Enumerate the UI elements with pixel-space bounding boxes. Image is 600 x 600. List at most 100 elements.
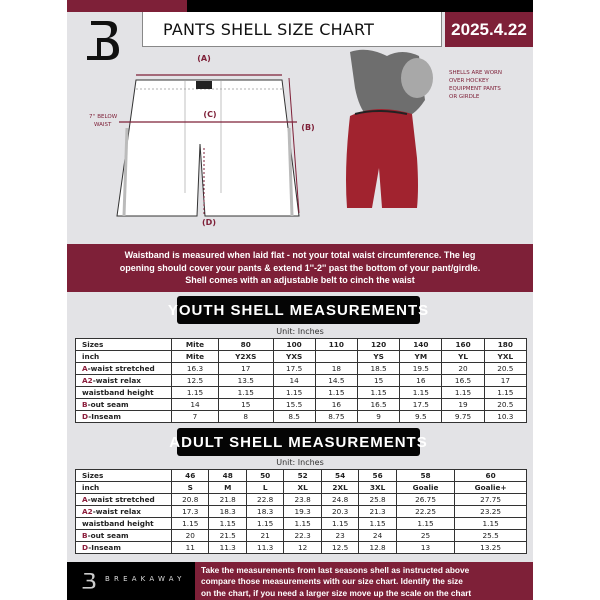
measure-name: waistband height bbox=[82, 518, 154, 528]
table-cell: YXL bbox=[483, 350, 528, 363]
label-d: (D) bbox=[202, 218, 216, 227]
row-label: inch bbox=[75, 350, 172, 363]
table-cell: 21.8 bbox=[208, 493, 247, 506]
table-cell: YL bbox=[441, 350, 485, 363]
measure-name: -Inseam bbox=[88, 411, 121, 421]
top-bar bbox=[187, 0, 533, 12]
table-cell: 110 bbox=[314, 338, 358, 351]
table-cell: 18.3 bbox=[245, 505, 285, 518]
table-cell: 1.15 bbox=[395, 517, 456, 530]
table-cell: 140 bbox=[399, 338, 443, 351]
label-b: (B) bbox=[301, 123, 314, 132]
shell-note-4: OR GIRDLE bbox=[449, 94, 480, 100]
table-row: Sizes 46 48 50 52 54 56 58 60 bbox=[75, 469, 527, 482]
table-cell: 11.3 bbox=[208, 541, 247, 554]
shell-note-2: OVER HOCKEY bbox=[449, 78, 489, 84]
table-cell: 26.75 bbox=[395, 493, 456, 506]
measure-name: -out seam bbox=[87, 399, 129, 409]
table-cell: 17 bbox=[483, 374, 528, 387]
title-box bbox=[142, 12, 442, 47]
table-cell: 17 bbox=[218, 362, 274, 375]
table-cell: YM bbox=[399, 350, 443, 363]
table-cell: 18.5 bbox=[356, 362, 401, 375]
table-cell: 180 bbox=[483, 338, 528, 351]
table-cell: 20 bbox=[441, 362, 485, 375]
table-cell: 17.5 bbox=[272, 362, 316, 375]
table-cell: 1.15 bbox=[399, 386, 443, 399]
table-cell bbox=[314, 350, 358, 363]
date-badge: 2025.4.22 bbox=[445, 12, 533, 47]
table-cell: 48 bbox=[208, 469, 247, 482]
row-label: A2-waist relax bbox=[75, 374, 172, 387]
info-band: Waistband is measured when laid flat - n… bbox=[67, 244, 533, 292]
measure-name: -waist relax bbox=[92, 375, 141, 385]
measure-name: waistband height bbox=[82, 387, 154, 397]
below-waist-note-2: WAIST bbox=[94, 122, 112, 128]
measure-name: Sizes bbox=[82, 339, 104, 349]
label-a: (A) bbox=[197, 54, 211, 63]
table-cell: 25.5 bbox=[454, 529, 527, 542]
table-cell: 1.15 bbox=[283, 517, 322, 530]
table-cell: 16 bbox=[314, 398, 358, 411]
table-cell: 100 bbox=[272, 338, 316, 351]
table-cell: 1.15 bbox=[272, 386, 316, 399]
table-row: A-waist stretched 20.8 21.8 22.8 23.8 24.8 25.… bbox=[75, 493, 527, 506]
breakaway-logo-icon bbox=[87, 21, 119, 60]
table-cell: 1.15 bbox=[170, 386, 220, 399]
table-cell: 7 bbox=[170, 410, 220, 423]
table-cell: Goalie+ bbox=[454, 481, 527, 494]
table-cell: 8 bbox=[218, 410, 274, 423]
table-cell: 9.5 bbox=[399, 410, 443, 423]
below-waist-note-1: 7'' BELOW bbox=[89, 114, 118, 120]
table-cell: 1.15 bbox=[218, 386, 274, 399]
table-cell: 1.15 bbox=[441, 386, 485, 399]
top-bar-accent bbox=[67, 0, 187, 12]
measure-name: inch bbox=[82, 482, 100, 492]
row-label: waistband height bbox=[75, 386, 172, 399]
table-cell: 21 bbox=[245, 529, 285, 542]
table-row: D-Inseam 7 8 8.5 8.75 9 9.5 9.75 10.3 bbox=[75, 410, 528, 423]
info-line: Shell comes with an adjustable belt to c… bbox=[185, 275, 415, 285]
table-cell: 13 bbox=[395, 541, 456, 554]
table-cell: 22.8 bbox=[245, 493, 285, 506]
row-label: inch bbox=[75, 481, 172, 494]
table-cell: 19 bbox=[441, 398, 485, 411]
table-cell: 1.15 bbox=[245, 517, 285, 530]
table-cell: 12.8 bbox=[358, 541, 397, 554]
table-cell: 13.25 bbox=[454, 541, 527, 554]
measure-letter: A2 bbox=[82, 375, 93, 385]
youth-size-table: Sizes Mite 80 100 110 120 140 160 180 inch Mite Y2X… bbox=[75, 338, 528, 423]
measure-letter: D bbox=[82, 411, 89, 421]
measure-letter: A bbox=[82, 363, 88, 373]
table-cell: XL bbox=[283, 481, 322, 494]
table-cell: M bbox=[208, 481, 247, 494]
table-cell: 14.5 bbox=[314, 374, 358, 387]
table-row: B-out seam 14 15 15.5 16 16.5 17.5 19 20.5 bbox=[75, 398, 528, 411]
hockey-pants-photo bbox=[346, 49, 433, 208]
table-row: D-Inseam 11 11.3 11.3 12 12.5 12.8 13 13.25 bbox=[75, 541, 527, 554]
table-row: B-out seam 20 21.5 21 22.3 23 24 25 25.5 bbox=[75, 529, 527, 542]
table-cell: Mite bbox=[170, 350, 220, 363]
measure-letter: B bbox=[82, 530, 88, 540]
instruction-line: compare those measurements with our size… bbox=[201, 576, 463, 587]
table-cell: 11 bbox=[170, 541, 210, 554]
info-line: Waistband is measured when laid flat - n… bbox=[124, 250, 476, 260]
table-cell: 3XL bbox=[358, 481, 397, 494]
table-cell: 50 bbox=[245, 469, 285, 482]
table-cell: 13.5 bbox=[218, 374, 274, 387]
table-cell: 22.3 bbox=[283, 529, 322, 542]
table-cell: 25.8 bbox=[358, 493, 397, 506]
table-cell: 17.5 bbox=[399, 398, 443, 411]
row-label: A-waist stretched bbox=[75, 493, 172, 506]
table-cell: L bbox=[245, 481, 285, 494]
youth-title: YOUTH SHELL MEASUREMENTS bbox=[168, 296, 428, 324]
row-label: A2-waist relax bbox=[75, 505, 172, 518]
page-title: PANTS SHELL SIZE CHART bbox=[163, 20, 375, 39]
table-cell: 1.15 bbox=[356, 386, 401, 399]
table-cell: 18.3 bbox=[208, 505, 247, 518]
measure-name: -waist stretched bbox=[87, 494, 155, 504]
table-cell: 21.5 bbox=[208, 529, 247, 542]
table-cell: 25 bbox=[395, 529, 456, 542]
table-cell: 14 bbox=[170, 398, 220, 411]
table-cell: 58 bbox=[395, 469, 456, 482]
